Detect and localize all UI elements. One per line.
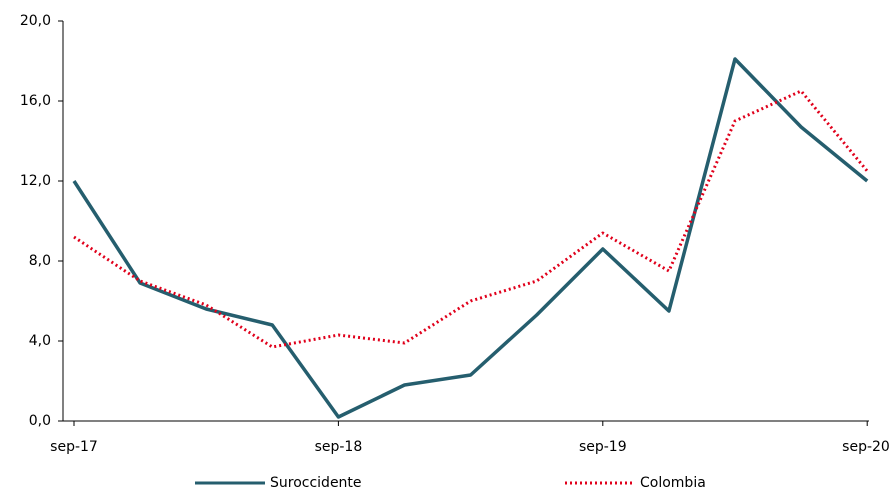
x-tick-label: sep-19: [579, 439, 627, 455]
legend-label: Suroccidente: [270, 475, 362, 491]
legend-label: Colombia: [640, 475, 706, 491]
x-tick-label: sep-18: [315, 439, 363, 455]
y-tick-label: 12,0: [20, 173, 51, 189]
y-tick-label: 4,0: [29, 333, 51, 349]
series-line: [73, 89, 869, 349]
y-tick-label: 8,0: [29, 253, 51, 269]
y-tick-label: 0,0: [29, 413, 51, 429]
series-line: [72, 57, 869, 419]
y-tick-label: 16,0: [20, 93, 51, 109]
x-tick-label: sep-20: [842, 439, 890, 455]
y-tick-label: 20,0: [20, 13, 51, 29]
x-tick-label: sep-17: [50, 439, 98, 455]
